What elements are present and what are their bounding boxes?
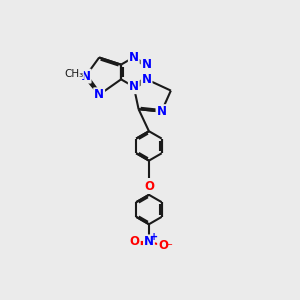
Text: O: O (158, 239, 168, 252)
Text: N: N (129, 80, 139, 93)
Text: O: O (144, 180, 154, 193)
Text: CH₃: CH₃ (64, 69, 83, 79)
Text: N: N (94, 88, 104, 101)
Text: N: N (144, 236, 154, 248)
Text: N: N (157, 105, 166, 118)
Text: O: O (130, 236, 140, 248)
Text: N: N (142, 58, 152, 71)
Text: N: N (81, 70, 91, 83)
Text: +: + (150, 232, 158, 242)
Text: N: N (129, 51, 139, 64)
Text: ⁻: ⁻ (167, 242, 172, 252)
Text: N: N (142, 73, 152, 86)
